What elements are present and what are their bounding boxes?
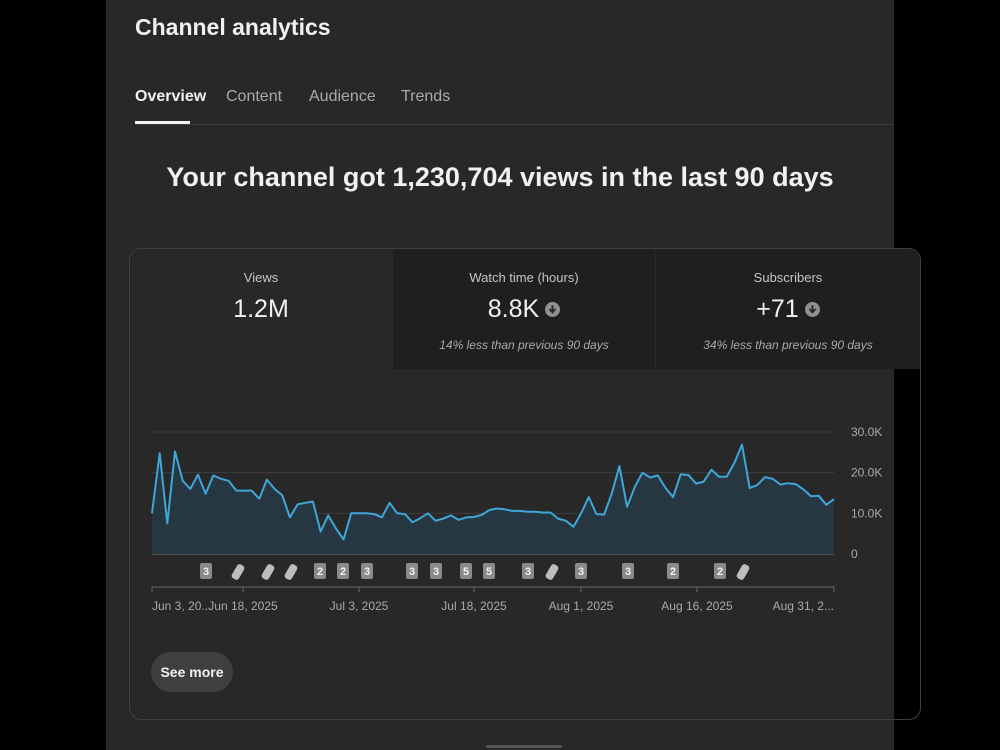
shorts-icon[interactable] [231,563,246,581]
annotation-badge-label: 2 [340,566,346,578]
y-tick-label: 10.0K [851,506,882,520]
annotation-badge [714,563,726,579]
y-tick-label: 30.0K [851,425,882,439]
shorts-icon[interactable] [736,563,751,581]
metric-value: 8.8K [393,295,655,324]
annotation-badge-label: 2 [317,566,323,578]
trend-down-icon [804,302,820,317]
annotation-badge [522,563,534,579]
annotation-badge [337,563,349,579]
annotation-badge [314,563,326,579]
annotation-badge-label: 5 [486,566,492,578]
metric-subscribers-card[interactable]: Subscribers +71 34% less than previous 9… [656,249,920,369]
x-tick-label: Jun 18, 2025 [208,599,278,613]
annotation-badge [483,563,495,579]
overview-card: Views 1.2M Watch time (hours) 8.8K 14% l… [129,248,921,720]
scroll-handle[interactable] [486,745,562,748]
metric-label: Subscribers [753,270,823,285]
annotation-badge-label: 3 [578,566,584,578]
active-tab-indicator [135,121,190,124]
views-area [152,444,834,554]
tab-content[interactable]: Content [226,88,283,105]
metric-label: Views [243,270,279,285]
annotation-badge [622,563,634,579]
x-tick-label: Jul 3, 2025 [330,599,389,613]
views-headline: Your channel got 1,230,704 views in the … [166,162,834,192]
annotation-badge-label: 5 [463,566,469,578]
annotation-badge-label: 3 [364,566,370,578]
x-tick-label: Jun 3, 20... [152,599,211,613]
metric-value-text: 8.8K [487,295,540,323]
metric-views-card[interactable]: Views 1.2M [130,249,392,369]
tab-audience[interactable]: Audience [309,88,376,105]
x-tick-label: Jul 18, 2025 [441,599,507,613]
shorts-icon[interactable] [261,563,276,581]
annotation-badge [430,563,442,579]
metric-watch-time-card[interactable]: Watch time (hours) 8.8K 14% less than pr… [393,249,655,369]
annotation-badge [575,563,587,579]
annotation-badge [667,563,679,579]
trend-down-icon [545,302,561,317]
metric-value-text: 1.2M [233,295,289,323]
annotation-badge-label: 3 [525,566,531,578]
y-tick-label: 0 [851,547,858,561]
y-tick-label: 20.0K [851,466,882,480]
annotation-badge [361,563,373,579]
annotation-badge [460,563,472,579]
x-tick-label: Aug 1, 2025 [549,599,614,613]
metric-comparison-note: 14% less than previous 90 days [439,338,609,352]
annotation-badge [406,563,418,579]
x-tick-label: Aug 31, 2... [773,599,834,613]
tab-overview[interactable]: Overview [135,88,207,105]
annotation-badge [200,563,212,579]
annotation-badge-label: 2 [670,566,676,578]
tab-bar: Overview Content Audience Trends [135,84,894,125]
metric-value-text: +71 [756,295,799,323]
metric-label: Watch time (hours) [469,270,579,285]
shorts-icon[interactable] [284,563,299,581]
metric-value: +71 [656,295,920,324]
annotation-badge-label: 3 [203,566,209,578]
metric-value: 1.2M [130,295,392,324]
views-line [151,443,835,541]
annotation-badge-label: 2 [717,566,723,578]
shorts-icon[interactable] [545,563,560,581]
views-chart: 0 10.0K 20.0K 30.0K 3 2 2 3 3 3 5 5 3 3 3 2 2 Jun 3, 20..… [151,425,882,613]
x-tick-label: Aug 16, 2025 [661,599,733,613]
tab-trends[interactable]: Trends [401,88,451,105]
annotation-badge-label: 3 [433,566,439,578]
annotation-badge-label: 3 [409,566,415,578]
see-more-button[interactable]: See more [151,652,233,692]
page-title: Channel analytics [135,14,331,40]
metric-comparison-note: 34% less than previous 90 days [703,338,873,352]
annotation-badge-label: 3 [625,566,631,578]
analytics-panel: Channel analytics Overview Content Audie… [106,0,921,750]
